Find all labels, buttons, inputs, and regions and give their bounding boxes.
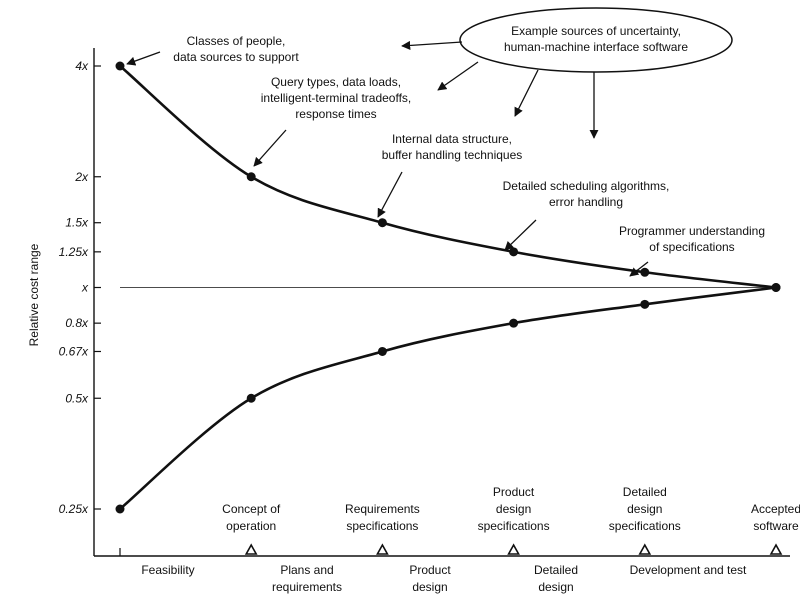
callout-arrow (437, 61, 479, 91)
milestone-label: Accepted software (751, 502, 800, 533)
milestone-triangle-icon (244, 543, 258, 555)
milestone-triangle-icon (638, 543, 652, 555)
lower-data-point (509, 318, 519, 328)
uncertainty-annotation: Internal data structure, buffer handling … (382, 132, 523, 162)
phase-label: Feasibility (141, 563, 194, 577)
milestone-triangle-icon (507, 543, 520, 555)
phase-label: Plans and requirements (272, 563, 342, 594)
phase-label: Detailed design (534, 563, 578, 594)
annotation-arrow (629, 261, 649, 277)
upper-data-point (509, 247, 519, 257)
uncertainty-annotation: Programmer understanding of specification… (619, 224, 765, 254)
annotation-arrow (126, 51, 161, 66)
milestone-label: Concept of operation (222, 502, 281, 533)
callout-arrow (514, 69, 539, 117)
upper-bound-curve (119, 65, 777, 289)
phase-label: Development and test (630, 563, 747, 577)
y-tick-label: x (81, 281, 89, 295)
annotation-arrow (504, 219, 537, 251)
annotation-arrow (377, 171, 403, 218)
y-tick-label: 0.25x (59, 502, 89, 516)
lower-data-point (115, 504, 125, 514)
upper-data-point (246, 172, 256, 182)
y-tick-label: 1.5x (65, 216, 89, 230)
phase-label: Product design (409, 563, 451, 594)
upper-data-point (640, 267, 650, 277)
callout-ellipse (459, 7, 733, 73)
milestone-label: Product design specifications (478, 485, 550, 533)
y-tick-label: 4x (75, 59, 89, 73)
lower-data-point (246, 393, 256, 403)
upper-data-point (377, 218, 387, 228)
upper-data-point (115, 61, 125, 71)
lower-data-point (640, 299, 650, 309)
milestone-label: Detailed design specifications (609, 485, 681, 533)
y-axis-label: Relative cost range (27, 243, 41, 346)
callout-arrow (401, 40, 463, 50)
y-tick-label: 1.25x (59, 245, 89, 259)
uncertainty-annotation: Classes of people, data sources to suppor… (173, 34, 299, 64)
lower-bound-curve (119, 286, 777, 510)
callout-label: Example sources of uncertainty, human-mac… (504, 24, 688, 54)
y-tick-label: 2x (74, 170, 89, 184)
uncertainty-annotation: Detailed scheduling algorithms, error han… (503, 179, 670, 209)
y-tick-label: 0.67x (59, 344, 89, 358)
milestone-triangle-icon (376, 543, 389, 555)
lower-data-point (377, 346, 387, 356)
uncertainty-annotation: Query types, data loads, intelligent-term… (261, 75, 412, 121)
milestone-label: Requirements specifications (345, 502, 420, 533)
lower-data-point (771, 283, 781, 292)
annotation-arrow (253, 129, 287, 167)
y-tick-label: 0.8x (65, 316, 89, 330)
milestone-triangle-icon (769, 543, 783, 555)
y-tick-label: 0.5x (65, 391, 89, 405)
